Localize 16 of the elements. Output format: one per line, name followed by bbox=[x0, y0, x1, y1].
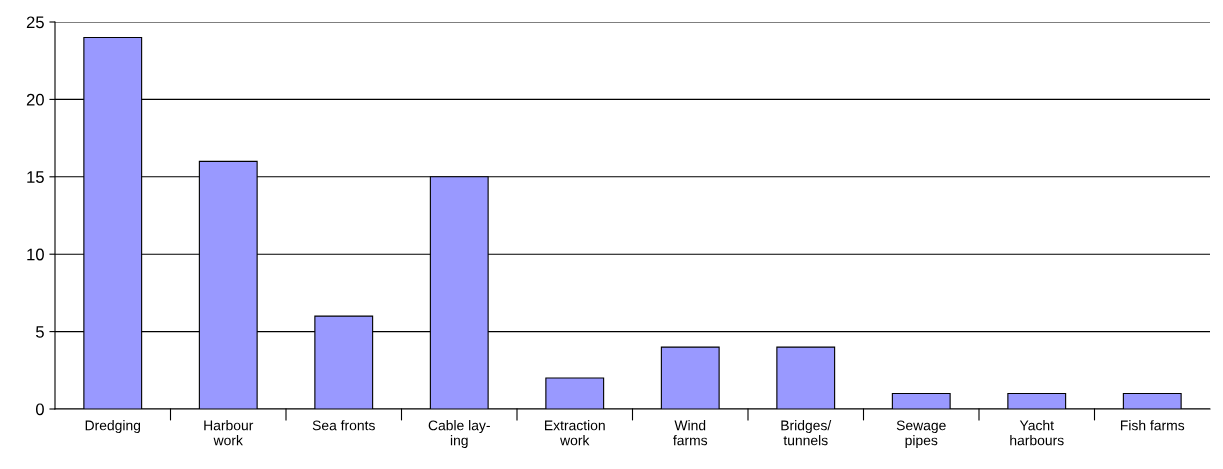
y-tick-label: 10 bbox=[27, 248, 44, 261]
x-tick-label: Cable lay- ing bbox=[428, 420, 490, 449]
x-tick-label: Dredging bbox=[85, 420, 141, 434]
x-tick-label: Fish farms bbox=[1120, 420, 1185, 431]
x-tick-label: Sewage pipes bbox=[896, 420, 946, 449]
x-tick-label: Harbour work bbox=[204, 420, 254, 446]
x-tick-label: Wind farms bbox=[673, 420, 708, 446]
x-tick-label: Yacht harbours bbox=[1010, 420, 1064, 446]
y-tick-label: 25 bbox=[26, 16, 44, 29]
x-tick-label: Bridges/ tunnels bbox=[781, 420, 832, 446]
y-tick-label: 15 bbox=[27, 171, 44, 183]
y-tick-label: 0 bbox=[35, 403, 44, 416]
y-tick-label: 20 bbox=[26, 93, 44, 106]
y-tick-label: 5 bbox=[35, 326, 44, 338]
x-tick-label: Sea fronts bbox=[312, 420, 375, 431]
x-tick-label: Extraction work bbox=[545, 420, 605, 446]
